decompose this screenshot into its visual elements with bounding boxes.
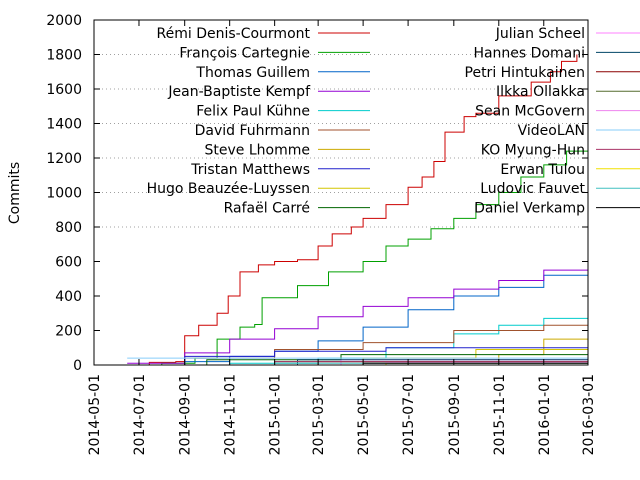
x-tick-label: 2015-09-01 xyxy=(447,374,463,455)
legend-label: François Cartegnie xyxy=(179,45,310,61)
x-tick-label: 2016-03-01 xyxy=(581,374,597,455)
legend-label: Daniel Verkamp xyxy=(474,201,585,217)
legend-label: Steve Lhomme xyxy=(205,142,310,158)
legend-label: Jean-Baptiste Kempf xyxy=(167,84,311,100)
legend-label: Hugo Beauzée-Luyssen xyxy=(147,181,310,197)
axes: 0 200 400 600 800 1000 1200 1400 1600 1800 2000 201… xyxy=(46,13,597,455)
y-tick-label: 800 xyxy=(55,220,82,236)
legend-label: Rafaël Carré xyxy=(224,201,310,217)
legend-label: Thomas Guillem xyxy=(195,65,310,81)
legend-label: Ilkka Ollakka xyxy=(496,84,585,100)
legend-label: David Fuhrmann xyxy=(195,123,310,139)
x-tick-label: 2016-01-01 xyxy=(537,374,553,455)
y-tick-label: 1000 xyxy=(46,186,82,202)
legend-label: Ludovic Fauvet xyxy=(480,181,585,197)
y-tick-label: 1800 xyxy=(46,48,82,64)
legend-label: Petri Hintukainen xyxy=(465,65,585,81)
y-tick-label: 0 xyxy=(73,358,82,374)
x-tick-label: 2015-07-01 xyxy=(401,374,417,455)
y-axis-label: Commits xyxy=(7,162,23,224)
legend-label: Felix Paul Kühne xyxy=(196,104,310,120)
legend-label: Erwan Tulou xyxy=(500,162,585,178)
legend-label: Rémi Denis-Courmont xyxy=(157,26,311,42)
y-tick-label: 1600 xyxy=(46,82,82,98)
x-tick-label: 2015-11-01 xyxy=(492,374,508,455)
x-tick-label: 2014-05-01 xyxy=(87,374,103,455)
x-tick-label: 2015-05-01 xyxy=(356,374,372,455)
x-tick-label: 2014-09-01 xyxy=(178,374,194,455)
series-line-5 xyxy=(127,311,589,366)
series-line-2 xyxy=(127,139,589,366)
legend-label: VideoLAN xyxy=(518,123,585,139)
y-tick-label: 400 xyxy=(55,289,82,305)
x-tick-label: 2014-07-01 xyxy=(132,374,148,455)
legend: Rémi Denis-Courmont François Cartegnie Tho… xyxy=(147,26,640,217)
y-tick-label: 2000 xyxy=(46,13,82,29)
y-tick-label: 200 xyxy=(55,324,82,340)
series-line-4 xyxy=(127,261,589,364)
x-tick-label: 2015-03-01 xyxy=(311,374,327,455)
legend-label: Sean McGovern xyxy=(475,104,585,120)
y-tick-label: 1400 xyxy=(46,117,82,133)
legend-label: Hannes Domani xyxy=(473,45,585,61)
x-tick-label: 2014-11-01 xyxy=(223,374,239,455)
y-tick-label: 600 xyxy=(55,255,82,271)
series-line-7 xyxy=(127,325,589,366)
series-line-1 xyxy=(127,54,578,366)
legend-label: Julian Scheel xyxy=(495,26,585,42)
y-tick-label: 1200 xyxy=(46,151,82,167)
legend-label: Tristan Matthews xyxy=(190,162,310,178)
legend-label: KO Myung-Hun xyxy=(481,142,585,158)
x-tick-label: 2015-01-01 xyxy=(268,374,284,455)
